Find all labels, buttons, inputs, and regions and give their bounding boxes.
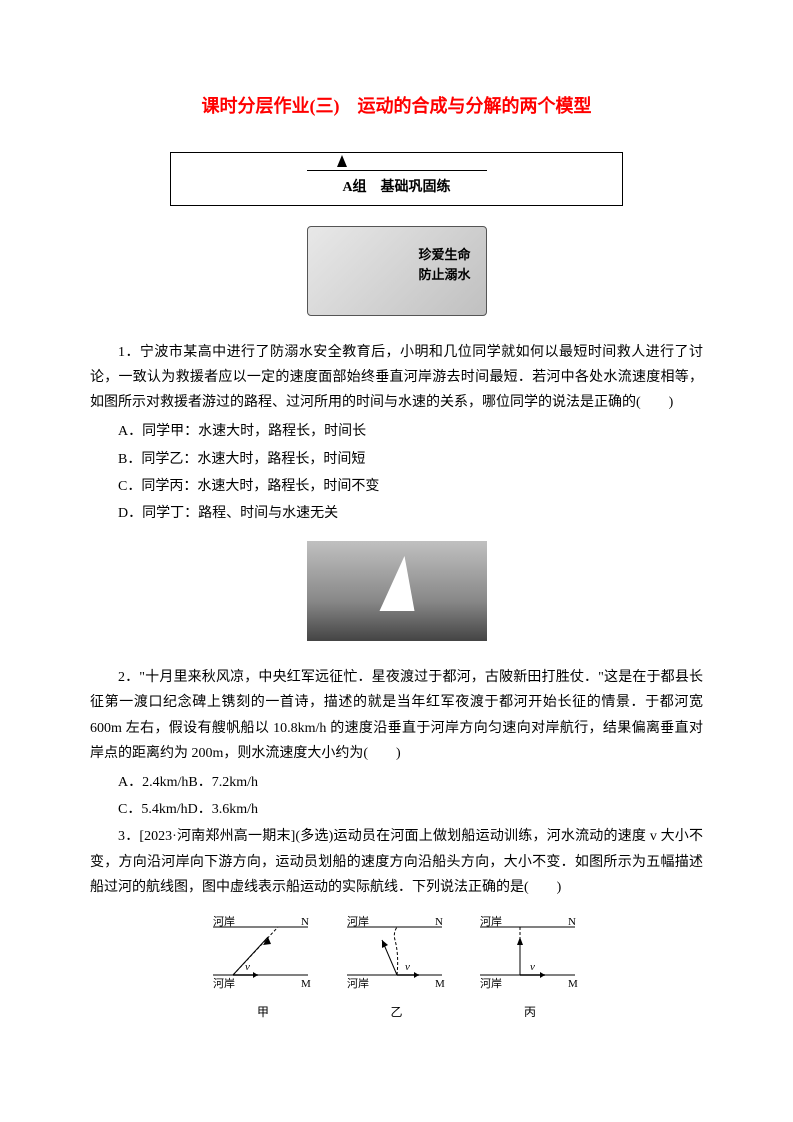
label-bank-top: 河岸 bbox=[213, 915, 235, 928]
q2-opt-c: C．5.4km/hD．3.6km/h bbox=[90, 797, 703, 822]
label-bank-top: 河岸 bbox=[347, 915, 369, 928]
label-M: M bbox=[568, 978, 578, 990]
sailboat-image bbox=[307, 541, 487, 641]
diagram-bing: 河岸 N 河岸 M v 丙 bbox=[480, 915, 580, 1005]
image-2-container bbox=[90, 541, 703, 650]
q2-stem: 2．"十月里来秋风凉，中央红军远征忙．星夜渡过于都河，古陂新田打胜仗．"这是在于… bbox=[90, 665, 703, 766]
image1-caption-line2: 防止溺水 bbox=[418, 265, 470, 286]
q1-opt-b: B．同学乙：水速大时，路程长，时间短 bbox=[90, 447, 703, 472]
section-a-box: A组 基础巩固练 bbox=[170, 152, 623, 205]
label-bank-top: 河岸 bbox=[480, 915, 502, 928]
diagram-row: 河岸 N 河岸 M v 甲 河岸 N 河岸 M v bbox=[90, 915, 703, 1005]
diagram-jia: 河岸 N 河岸 M v 甲 bbox=[213, 915, 313, 1005]
label-N: N bbox=[568, 916, 576, 928]
label-bank-bottom: 河岸 bbox=[213, 977, 235, 990]
caption-jia: 甲 bbox=[213, 1002, 313, 1024]
caption-bing: 丙 bbox=[480, 1002, 580, 1024]
label-M: M bbox=[435, 978, 445, 990]
label-v: v bbox=[245, 961, 250, 973]
q2-opt-a: A．2.4km/hB．7.2km/h bbox=[90, 770, 703, 795]
section-divider bbox=[307, 157, 487, 171]
label-v: v bbox=[405, 961, 410, 973]
page-title: 课时分层作业(三) 运动的合成与分解的两个模型 bbox=[90, 90, 703, 122]
q1-opt-d: D．同学丁：路程、时间与水速无关 bbox=[90, 501, 703, 526]
q3-stem: 3．[2023·河南郑州高一期末](多选)运动员在河面上做划船运动训练，河水流动… bbox=[90, 824, 703, 900]
label-v: v bbox=[530, 961, 535, 973]
label-bank-bottom: 河岸 bbox=[347, 977, 369, 990]
caption-yi: 乙 bbox=[347, 1002, 447, 1024]
q1-opt-c: C．同学丙：水速大时，路程长，时间不变 bbox=[90, 474, 703, 499]
label-N: N bbox=[435, 916, 443, 928]
drowning-safety-image: 珍爱生命 防止溺水 bbox=[307, 226, 487, 316]
q1-opt-a: A．同学甲：水速大时，路程长，时间长 bbox=[90, 419, 703, 444]
label-M: M bbox=[301, 978, 311, 990]
diagram-yi: 河岸 N 河岸 M v 乙 bbox=[347, 915, 447, 1005]
label-bank-bottom: 河岸 bbox=[480, 977, 502, 990]
label-N: N bbox=[301, 916, 309, 928]
q1-stem: 1．宁波市某高中进行了防溺水安全教育后，小明和几位同学就如何以最短时间救人进行了… bbox=[90, 340, 703, 416]
image1-caption-line1: 珍爱生命 bbox=[418, 245, 470, 266]
image-1-container: 珍爱生命 防止溺水 bbox=[90, 226, 703, 325]
section-a-label: A组 基础巩固练 bbox=[191, 175, 602, 200]
